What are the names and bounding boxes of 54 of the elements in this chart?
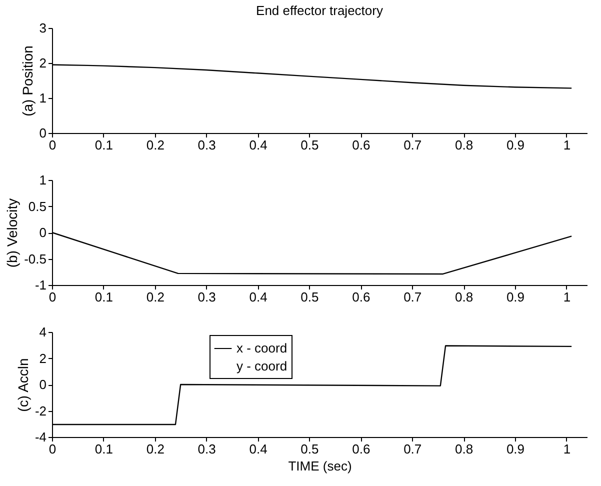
x-tick-label: 0.4 [249,138,268,152]
y-tick-label: -1 [34,278,46,292]
x-tick-label: 0 [48,290,56,304]
y-tick-label: 3 [39,20,46,36]
x-tick-label: 0.3 [198,290,216,304]
y-tick-label: 1 [39,90,46,106]
x-tick-label: 0.2 [146,442,164,456]
x-tick-label: 0.6 [352,290,370,304]
y-tick-label: 0 [39,225,46,240]
x-tick-label: 0.2 [146,290,164,304]
x-tick-label: 1 [563,442,571,456]
y-tick-label: 2 [39,56,46,70]
x-tick-label: 0.7 [404,138,422,152]
y-axis-title: (c) Accln [14,358,31,412]
x-tick-label: 0.4 [249,290,268,304]
y-tick-label: 4 [39,324,46,340]
x-tick-label: 0 [48,138,56,152]
y-tick-label: 0.5 [28,198,46,214]
x-tick-label: 0.5 [300,442,319,456]
x-axis-title: TIME (sec) [288,458,352,474]
text: y - coord [236,358,288,374]
x-tick-label: 0.2 [146,138,164,152]
x-tick-label: 0.3 [198,442,216,456]
x-tick-label: 0.4 [249,442,268,456]
legend-label: x - coord [236,340,288,356]
x-tick-label: 0.5 [300,290,319,304]
y-tick-label: 1 [39,172,46,188]
y-tick-label: -4 [34,430,46,444]
x-tick-label: 0.6 [352,442,370,456]
y-tick-label: 0 [39,126,46,140]
x-tick-label: 1 [563,138,571,152]
y-axis-title: (a) Position [19,46,36,116]
y-tick-label: -0.5 [24,251,46,266]
x-tick-label: 0.1 [94,442,113,456]
x-tick-label: 0.6 [352,138,370,152]
x-tick-label: 0 [48,442,56,456]
x-tick-label: 0.7 [404,290,422,304]
x-tick-label: 0.8 [455,290,474,304]
x-tick-label: 0.1 [94,290,113,304]
x-tick-label: 0.8 [455,138,474,152]
x-tick-label: 0.5 [300,138,319,152]
x-tick-label: 1 [563,290,571,304]
x-tick-label: 0.9 [506,290,525,304]
x-tick-label: 0.9 [506,138,525,152]
chart-title: End effector trajectory [256,3,384,18]
y-tick-label: 2 [39,350,46,366]
x-tick-label: 0.3 [198,138,216,152]
y-tick-label: 0 [39,377,46,392]
y-axis-title: (b) Velocity [4,198,20,268]
x-tick-label: 0.7 [404,442,422,456]
x-tick-label: 0.1 [94,138,113,152]
x-tick-label: 0.9 [506,442,525,456]
x-tick-label: 0.8 [455,442,474,456]
y-tick-label: -2 [34,403,46,418]
